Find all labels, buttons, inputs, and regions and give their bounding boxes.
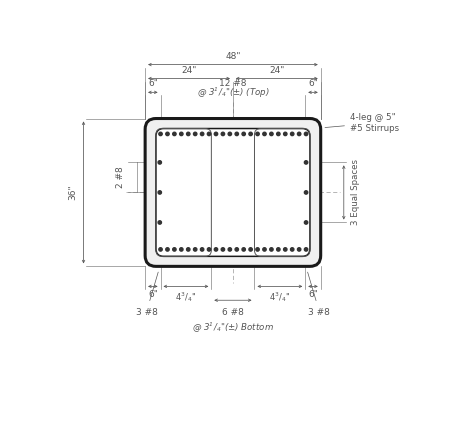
FancyBboxPatch shape xyxy=(156,129,310,256)
Circle shape xyxy=(304,132,308,136)
Circle shape xyxy=(249,132,252,136)
Circle shape xyxy=(173,132,176,136)
Text: 24": 24" xyxy=(182,66,197,74)
Circle shape xyxy=(221,132,225,136)
Circle shape xyxy=(201,248,204,251)
Text: 36": 36" xyxy=(68,184,77,200)
Circle shape xyxy=(277,248,280,251)
Circle shape xyxy=(193,132,197,136)
Text: @ 3$\mathregular{^1/_4}$"(±) (Top): @ 3$\mathregular{^1/_4}$"(±) (Top) xyxy=(197,85,269,100)
Text: 6 #8: 6 #8 xyxy=(222,308,244,317)
Text: @ 3$\mathregular{^1/_4}$"(±) Bottom: @ 3$\mathregular{^1/_4}$"(±) Bottom xyxy=(192,321,274,335)
Circle shape xyxy=(159,132,162,136)
Text: 2 #8: 2 #8 xyxy=(116,167,125,188)
Circle shape xyxy=(249,248,252,251)
Text: 6": 6" xyxy=(148,290,158,299)
Text: 6": 6" xyxy=(148,80,158,88)
Circle shape xyxy=(256,132,259,136)
Circle shape xyxy=(277,132,280,136)
Circle shape xyxy=(180,132,183,136)
Text: 12 #8: 12 #8 xyxy=(219,79,246,88)
FancyBboxPatch shape xyxy=(145,118,321,266)
Circle shape xyxy=(166,132,169,136)
Text: 4-leg @ 5"
#5 Stirrups: 4-leg @ 5" #5 Stirrups xyxy=(325,113,399,133)
Circle shape xyxy=(291,132,294,136)
Circle shape xyxy=(235,132,238,136)
Circle shape xyxy=(187,132,190,136)
Circle shape xyxy=(201,132,204,136)
Circle shape xyxy=(263,132,266,136)
Circle shape xyxy=(207,132,211,136)
Circle shape xyxy=(283,132,287,136)
Circle shape xyxy=(242,132,246,136)
Circle shape xyxy=(235,248,238,251)
Circle shape xyxy=(242,248,246,251)
Circle shape xyxy=(158,161,162,164)
Circle shape xyxy=(283,248,287,251)
Text: 4$\mathregular{^3/_4}$": 4$\mathregular{^3/_4}$" xyxy=(269,290,291,304)
Text: 3 #8: 3 #8 xyxy=(136,308,158,317)
Text: 6": 6" xyxy=(308,290,318,299)
Circle shape xyxy=(270,248,273,251)
Text: 24": 24" xyxy=(269,66,284,74)
Circle shape xyxy=(228,132,231,136)
Text: 6": 6" xyxy=(308,80,318,88)
Circle shape xyxy=(304,161,308,164)
Circle shape xyxy=(159,248,162,251)
Circle shape xyxy=(304,248,308,251)
Circle shape xyxy=(291,248,294,251)
Circle shape xyxy=(270,132,273,136)
Circle shape xyxy=(158,221,162,224)
Circle shape xyxy=(214,132,218,136)
Circle shape xyxy=(214,248,218,251)
Circle shape xyxy=(193,248,197,251)
Circle shape xyxy=(187,248,190,251)
Circle shape xyxy=(304,221,308,224)
Circle shape xyxy=(298,248,301,251)
Circle shape xyxy=(207,248,211,251)
Circle shape xyxy=(221,248,225,251)
Circle shape xyxy=(304,191,308,194)
Circle shape xyxy=(166,248,169,251)
Text: 3 #8: 3 #8 xyxy=(308,308,330,317)
Text: 48": 48" xyxy=(225,52,241,61)
Circle shape xyxy=(158,191,162,194)
Circle shape xyxy=(228,248,231,251)
Circle shape xyxy=(263,248,266,251)
Circle shape xyxy=(298,132,301,136)
Circle shape xyxy=(173,248,176,251)
Circle shape xyxy=(180,248,183,251)
Text: 3 Equal Spaces: 3 Equal Spaces xyxy=(351,159,360,225)
Text: 4$\mathregular{^3/_4}$": 4$\mathregular{^3/_4}$" xyxy=(175,290,197,304)
Circle shape xyxy=(256,248,259,251)
